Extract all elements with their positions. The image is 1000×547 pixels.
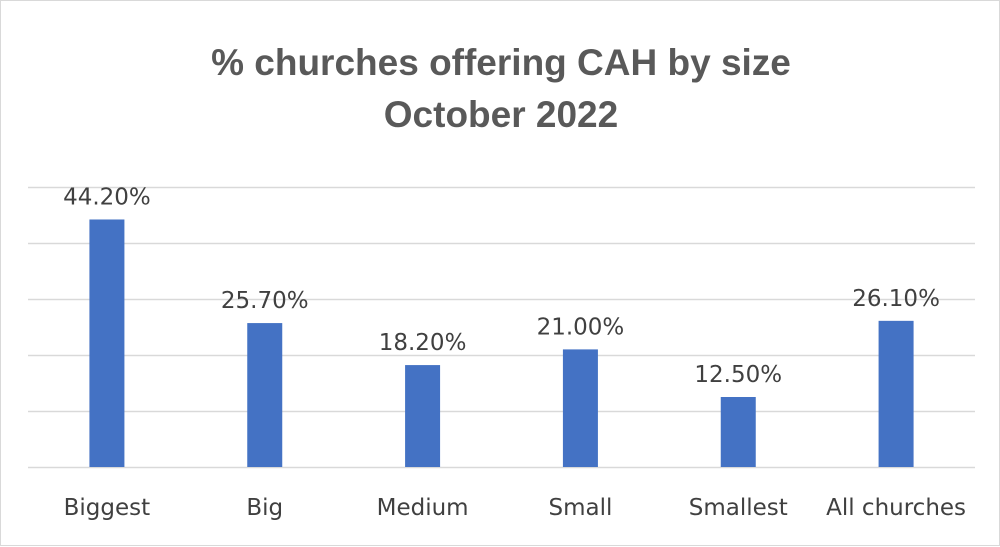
category-label: Medium [377,495,469,521]
data-label: 18.20% [379,330,467,356]
bar-small [562,349,598,467]
gridlines [28,186,975,469]
category-label: Big [246,495,283,521]
bar-big [247,323,283,467]
category-label: Biggest [64,495,151,521]
bar-medium [405,365,441,467]
bar-smallest [720,397,756,467]
chart-subtitle: October 2022 [383,94,619,135]
chart-title: % churches offering CAH by size [211,42,791,83]
data-label: 25.70% [221,288,309,314]
data-label: 26.10% [852,286,940,312]
data-label: 12.50% [694,362,782,388]
bar-all-churches [878,320,914,467]
bar-biggest [89,219,125,467]
category-label: Smallest [689,495,788,521]
category-label: All churches [826,495,966,521]
data-labels: 44.20% 25.70% 18.20% 21.00% 12.50% 26.10% [63,184,940,388]
category-labels: Biggest Big Medium Small Smallest All churche… [64,495,966,521]
category-label: Small [548,495,612,521]
data-label: 21.00% [537,314,625,340]
chart-title-block: % churches offering CAH by size October … [1,37,1000,141]
bars [89,219,914,467]
data-label: 44.20% [63,184,151,210]
